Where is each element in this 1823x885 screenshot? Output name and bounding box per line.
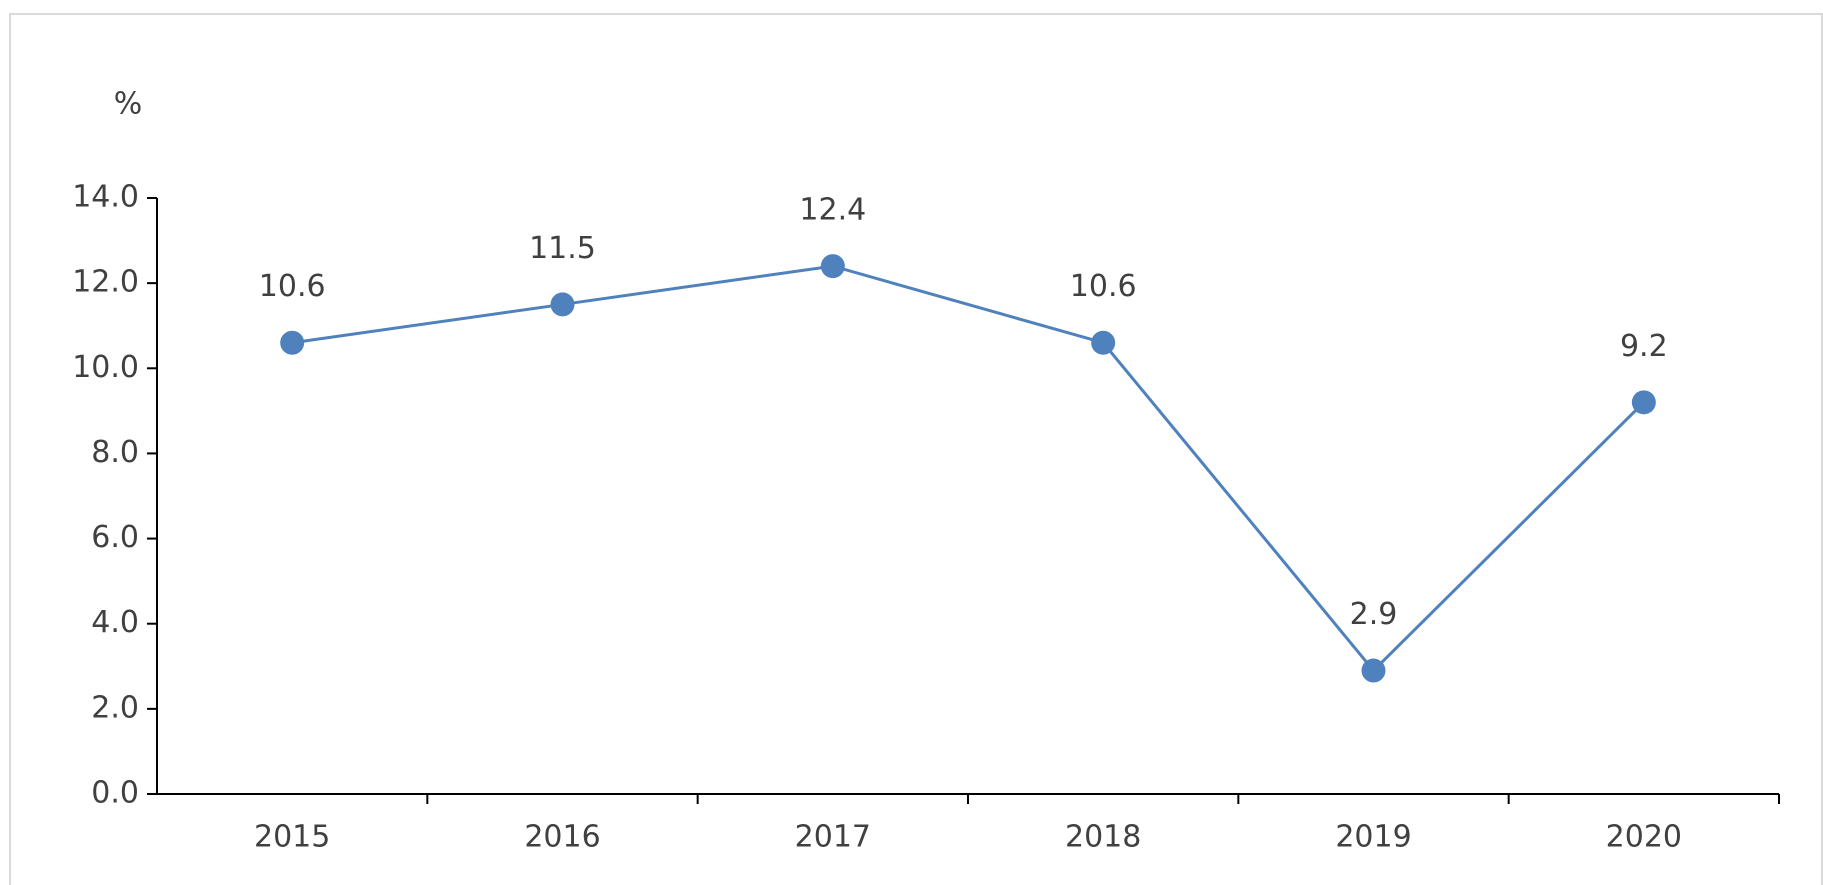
point — [1361, 658, 1386, 683]
x-tick-label: 2015 — [254, 820, 330, 855]
y-tick-label: 6.0 — [91, 520, 139, 555]
y-axis-label: % — [114, 87, 143, 122]
data-label: 2.9 — [1350, 597, 1398, 632]
point — [550, 292, 575, 317]
data-label: 11.5 — [529, 231, 596, 266]
x-tick-label: 2017 — [795, 820, 871, 855]
chart-frame — [9, 13, 1823, 885]
y-tick-label: 14.0 — [72, 180, 139, 215]
y-tick-label: 8.0 — [91, 435, 139, 470]
x-tick-label: 2018 — [1065, 820, 1141, 855]
data-label: 10.6 — [1070, 269, 1137, 304]
x-tick-label: 2019 — [1335, 820, 1411, 855]
data-label: 12.4 — [799, 193, 866, 228]
series-line — [291, 264, 1645, 673]
data-label: 10.6 — [259, 269, 326, 304]
y-tick-label: 2.0 — [91, 690, 139, 725]
point — [820, 254, 845, 279]
y-tick-label: 10.0 — [72, 350, 139, 385]
y-tick-label: 0.0 — [91, 776, 139, 811]
point — [280, 330, 305, 355]
x-tick-label: 2016 — [524, 820, 600, 855]
point — [1091, 330, 1116, 355]
y-tick-label: 12.0 — [72, 265, 139, 300]
data-label: 9.2 — [1620, 329, 1668, 364]
y-tick-label: 4.0 — [91, 605, 139, 640]
point — [1631, 390, 1656, 415]
x-tick-label: 2020 — [1606, 820, 1682, 855]
